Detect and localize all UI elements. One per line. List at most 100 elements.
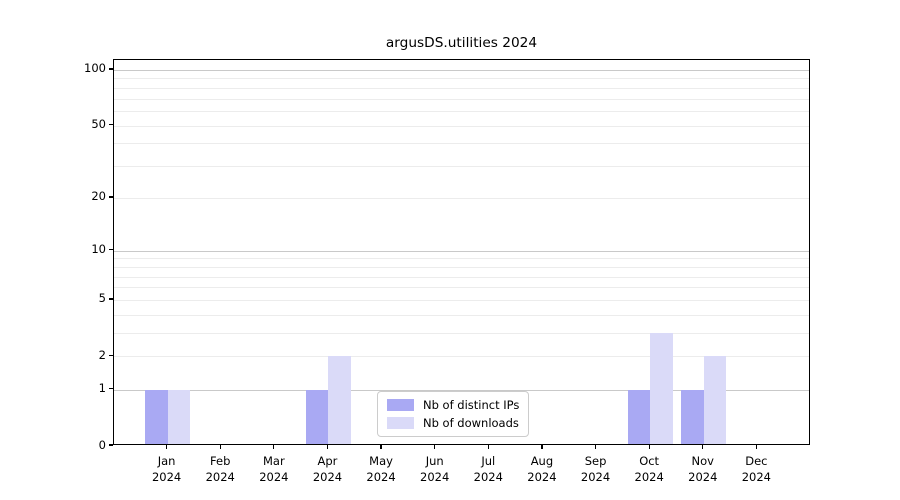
x-tick-label: Aug 2024 (510, 453, 574, 485)
minor-gridline (114, 110, 809, 112)
x-tick-month: Jan (157, 454, 176, 468)
x-tick-month: Sep (584, 454, 607, 468)
y-tick-mark (109, 123, 113, 126)
bar-oct-nb-of-distinct-ips (627, 389, 651, 444)
x-tick-month: May (369, 454, 393, 468)
x-tick-label: Jan 2024 (135, 453, 199, 485)
legend-item-downloads: Nb of downloads (387, 416, 519, 430)
x-tick-label: Feb 2024 (188, 453, 252, 485)
legend-swatch-downloads (387, 417, 414, 429)
y-tick-label: 20 (91, 189, 106, 204)
x-tick-label: Jun 2024 (403, 453, 467, 485)
x-tick-month: Oct (639, 454, 660, 468)
minor-gridline (114, 143, 809, 145)
y-tick-mark (109, 298, 113, 300)
minor-gridline (114, 78, 809, 80)
x-tick-label: Mar 2024 (242, 453, 306, 485)
y-tick-label: 5 (98, 291, 106, 306)
x-tick-year: 2024 (634, 470, 664, 484)
minor-gridline (114, 333, 809, 335)
x-tick-year: 2024 (473, 470, 503, 484)
x-tick-mark (541, 445, 543, 449)
y-tick-mark (109, 248, 113, 251)
legend-label-distinct-ips: Nb of distinct IPs (423, 398, 520, 412)
x-tick-mark (594, 445, 597, 449)
legend-label-downloads: Nb of downloads (423, 416, 519, 430)
y-tick-label: 100 (84, 61, 106, 76)
x-tick-year: 2024 (151, 470, 182, 484)
x-tick-year: 2024 (420, 470, 450, 484)
minor-gridline (114, 276, 809, 278)
bar-jan-nb-of-distinct-ips (145, 389, 168, 444)
x-tick-month: Jul (481, 454, 496, 468)
minor-gridline (114, 356, 809, 358)
x-tick-year: 2024 (527, 470, 557, 484)
x-tick-label: Oct 2024 (617, 453, 681, 485)
x-tick-label: May 2024 (349, 453, 413, 485)
minor-gridline (114, 197, 809, 199)
minor-gridline (114, 266, 809, 268)
minor-gridline (114, 87, 809, 89)
minor-gridline (114, 98, 809, 100)
x-tick-month: Dec (745, 454, 768, 468)
x-tick-label: Nov 2024 (671, 453, 735, 485)
y-tick-mark (109, 196, 113, 198)
x-tick-month: Jun (425, 454, 444, 468)
x-tick-label: Apr 2024 (295, 453, 359, 485)
x-tick-mark (219, 445, 221, 449)
x-tick-month: Feb (210, 454, 231, 468)
x-tick-mark (326, 445, 329, 449)
x-tick-mark (648, 445, 650, 449)
legend-item-distinct-ips: Nb of distinct IPs (387, 398, 519, 412)
x-tick-label: Jul 2024 (456, 453, 520, 485)
x-tick-year: 2024 (688, 470, 718, 484)
x-tick-year: 2024 (366, 470, 396, 484)
y-tick-label: 1 (98, 381, 106, 395)
x-tick-mark (165, 445, 168, 449)
bar-nov-nb-of-distinct-ips (681, 389, 704, 444)
y-tick-mark (109, 68, 113, 70)
minor-gridline (114, 166, 809, 168)
y-tick-label: 50 (91, 117, 106, 132)
x-tick-year: 2024 (205, 470, 235, 484)
y-tick-label: 2 (98, 347, 106, 362)
bar-nov-nb-of-downloads (703, 356, 727, 444)
x-tick-month: Apr (317, 454, 338, 468)
x-tick-mark (702, 445, 704, 449)
legend: Nb of distinct IPs Nb of downloads (377, 391, 530, 437)
y-tick-label: 10 (91, 242, 106, 257)
x-tick-label: Dec 2024 (724, 453, 788, 485)
minor-gridline (114, 287, 809, 289)
legend-swatch-distinct-ips (387, 399, 414, 411)
bar-oct-nb-of-downloads (650, 333, 673, 444)
x-tick-mark (434, 445, 436, 449)
major-gridline (114, 389, 809, 391)
x-tick-mark (380, 445, 382, 449)
bar-apr-nb-of-distinct-ips (305, 389, 329, 444)
x-tick-year: 2024 (580, 470, 611, 484)
y-tick-mark (109, 354, 113, 357)
x-tick-month: Nov (691, 454, 714, 468)
minor-gridline (114, 299, 809, 301)
minor-gridline (114, 258, 809, 260)
x-tick-year: 2024 (312, 470, 343, 484)
y-tick-mark (109, 387, 113, 390)
y-tick-mark (109, 444, 113, 446)
x-tick-year: 2024 (741, 470, 772, 484)
x-tick-mark (273, 445, 275, 449)
bar-jan-nb-of-downloads (167, 389, 191, 444)
major-gridline (114, 250, 809, 252)
x-tick-mark (487, 445, 489, 449)
y-tick-label: 0 (98, 437, 106, 452)
x-tick-month: Mar (262, 454, 285, 468)
major-gridline (114, 69, 809, 71)
x-tick-mark (755, 445, 758, 449)
plot-area (113, 59, 810, 445)
x-tick-label: Sep 2024 (564, 453, 628, 485)
x-tick-month: Aug (530, 454, 554, 468)
bar-apr-nb-of-downloads (328, 356, 351, 444)
minor-gridline (114, 314, 809, 316)
x-tick-year: 2024 (259, 470, 289, 484)
chart-title: argusDS.utilities 2024 (385, 35, 538, 51)
